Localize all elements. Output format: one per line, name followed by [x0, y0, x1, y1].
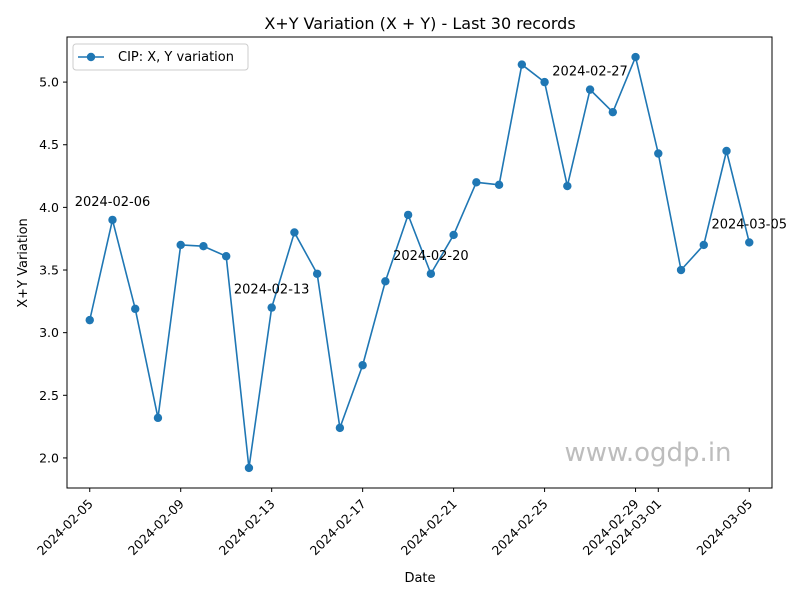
- data-point: [176, 240, 185, 250]
- annotation-label: 2024-03-05: [711, 217, 787, 232]
- data-point: [85, 315, 94, 325]
- data-point: [358, 361, 367, 370]
- annotation-label: 2024-02-20: [393, 249, 469, 264]
- data-point: [494, 180, 504, 190]
- x-tick-label: 2024-02-09: [125, 496, 187, 558]
- legend-marker-swatch: [86, 52, 96, 62]
- data-point: [312, 269, 322, 278]
- legend: CIP: X, Y variation: [72, 43, 249, 71]
- data-point: [335, 423, 345, 433]
- data-point: [290, 228, 299, 237]
- data-point: [472, 178, 481, 187]
- data-point: [221, 252, 231, 261]
- data-point: [426, 269, 436, 278]
- x-tick-label: 2024-03-05: [693, 496, 755, 558]
- data-point: [699, 240, 708, 250]
- data-point: [381, 277, 390, 286]
- plot-frame: [66, 36, 773, 489]
- x-tick-label: 2024-02-25: [489, 496, 551, 558]
- y-tick-label: 4.5: [39, 137, 59, 152]
- plot-area: 2.0 2.5 3.0 3.5 4.0 4.5 5.0 2024-02-05 2024-02-0…: [34, 36, 787, 558]
- data-point: [449, 230, 458, 240]
- data-point: [585, 85, 595, 94]
- legend-label: CIP: X, Y variation: [118, 50, 234, 65]
- data-point: [563, 181, 572, 191]
- watermark: www.ogdp.in: [564, 438, 731, 468]
- data-point: [131, 304, 140, 314]
- y-tick-label: 2.0: [39, 450, 59, 465]
- x-tick-label: 2024-02-13: [216, 496, 278, 558]
- y-axis-title: X+Y Variation: [16, 218, 31, 308]
- data-point: [403, 210, 413, 220]
- data-point: [108, 215, 117, 225]
- annotation-label: 2024-02-06: [75, 195, 151, 210]
- y-tick-label: 5.0: [39, 75, 59, 90]
- annotation-label: 2024-02-27: [552, 65, 628, 80]
- data-point: [631, 52, 640, 62]
- x-tick-label: 2024-02-17: [307, 496, 369, 558]
- y-tick-label: 4.0: [39, 200, 59, 215]
- x-tick-label: 2024-02-05: [34, 496, 96, 558]
- y-tick-label: 2.5: [39, 388, 59, 403]
- y-tick-label: 3.0: [39, 325, 59, 340]
- data-point: [676, 265, 686, 275]
- data-point: [608, 107, 618, 117]
- data-point: [267, 303, 276, 312]
- x-tick-label: 2024-02-21: [398, 496, 460, 558]
- x-axis-title: Date: [404, 571, 435, 586]
- data-point: [722, 146, 731, 156]
- data-point: [654, 149, 663, 158]
- data-point: [244, 463, 254, 473]
- data-point: [745, 238, 754, 247]
- data-point: [199, 242, 208, 251]
- annotation-label: 2024-02-13: [234, 283, 310, 298]
- legend-box: [72, 43, 249, 71]
- y-tick-label: 3.5: [39, 263, 59, 278]
- chart-title: X+Y Variation (X + Y) - Last 30 records: [264, 14, 575, 33]
- data-point: [517, 60, 527, 69]
- data-point: [540, 77, 549, 87]
- data-point: [153, 413, 163, 423]
